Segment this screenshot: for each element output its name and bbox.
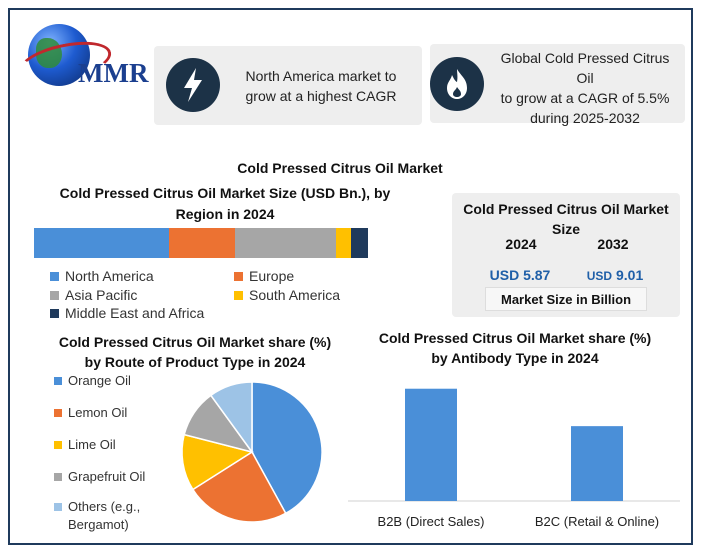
stacked-segment-middle-east-and-africa xyxy=(351,228,368,258)
legend-swatch xyxy=(234,290,243,300)
pie-legend-label: Orange Oil xyxy=(68,373,131,388)
legend-item-south-america: South America xyxy=(234,287,340,303)
pie-slice-lime-oil xyxy=(181,433,254,491)
pie-chart xyxy=(181,381,323,523)
market-size-title: Cold Pressed Citrus Oil Market Size xyxy=(463,201,669,237)
highlight-card-global-cagr: Global Cold Pressed Citrus Oil to grow a… xyxy=(430,44,685,126)
market-size-box: Cold Pressed Citrus Oil Market Size 2024… xyxy=(452,193,680,317)
legend-swatch xyxy=(54,441,62,449)
globe-icon xyxy=(28,24,90,86)
pie-slice-orange-oil xyxy=(251,381,323,515)
legend-item-north-america: North America xyxy=(50,268,154,284)
pie-legend-item: Lime Oil xyxy=(54,436,116,454)
pie-slice-others-e-g-bergamot xyxy=(209,381,253,455)
brand-logo: MMR xyxy=(15,22,149,100)
antibody-bar-chart: B2B (Direct Sales) B2C (Retail & Online) xyxy=(348,388,680,529)
infographic-frame xyxy=(8,8,693,545)
lightning-bolt-icon xyxy=(166,58,220,112)
main-title: Cold Pressed Citrus Oil Market xyxy=(237,160,443,176)
stacked-segment-south-america xyxy=(336,228,352,258)
value-2032: USD 9.01 xyxy=(586,267,644,283)
pie-legend-item: Grapefruit Oil xyxy=(54,468,145,486)
bar-b2c-retail-online xyxy=(571,426,623,501)
brand-name: MMR xyxy=(78,58,149,88)
pie-legend-item: Orange Oil xyxy=(54,372,131,390)
region-chart-title: Cold Pressed Citrus Oil Market Size (USD… xyxy=(59,185,391,222)
pie-legend-label: Others (e.g., Bergamot) xyxy=(68,499,141,532)
stacked-segment-asia-pacific xyxy=(235,228,337,258)
x-tick-label: B2B (Direct Sales) xyxy=(378,514,485,529)
legend-item-europe: Europe xyxy=(234,268,294,284)
flame-icon xyxy=(430,57,484,111)
legend-item-middle-east-africa: Middle East and Africa xyxy=(50,305,204,321)
card-text: North America market to grow at a highes… xyxy=(245,68,397,104)
pie-legend-item: Others (e.g., Bergamot) xyxy=(54,498,140,534)
bar-chart-title: Cold Pressed Citrus Oil Market share (%)… xyxy=(378,330,652,366)
bar-b2b-direct-sales xyxy=(405,388,457,501)
legend-item-asia-pacific: Asia Pacific xyxy=(50,287,137,303)
pie-chart-title: Cold Pressed Citrus Oil Market share (%)… xyxy=(58,334,332,370)
stacked-segment-europe xyxy=(169,228,236,258)
market-size-footer-box: Market Size in Billion xyxy=(485,287,647,311)
legend-swatch xyxy=(54,503,62,511)
year-2024-label: 2024 xyxy=(505,236,537,252)
legend-swatch xyxy=(50,308,59,318)
market-size-footer: Market Size in Billion xyxy=(500,292,632,307)
region-stacked-bar xyxy=(34,228,368,258)
pie-slice-lemon-oil xyxy=(191,450,287,523)
value-2024: USD 5.87 xyxy=(489,267,551,283)
stacked-segment-north-america xyxy=(34,228,170,258)
pie-legend-item: Lemon Oil xyxy=(54,404,127,422)
legend-swatch xyxy=(54,377,62,385)
pie-legend-label: Lemon Oil xyxy=(68,405,128,420)
card-text: Global Cold Pressed Citrus Oil to grow a… xyxy=(500,50,670,126)
pie-legend-label: Grapefruit Oil xyxy=(68,469,146,484)
highlight-card-north-america: North America market to grow at a highes… xyxy=(154,46,422,125)
pie-legend-label: Lime Oil xyxy=(68,437,116,452)
legend-swatch xyxy=(50,271,59,281)
legend-swatch xyxy=(50,290,59,300)
x-tick-label: B2C (Retail & Online) xyxy=(535,514,659,529)
legend-swatch xyxy=(54,409,62,417)
year-2032-label: 2032 xyxy=(597,236,629,252)
legend-swatch xyxy=(54,473,62,481)
legend-swatch xyxy=(234,271,243,281)
